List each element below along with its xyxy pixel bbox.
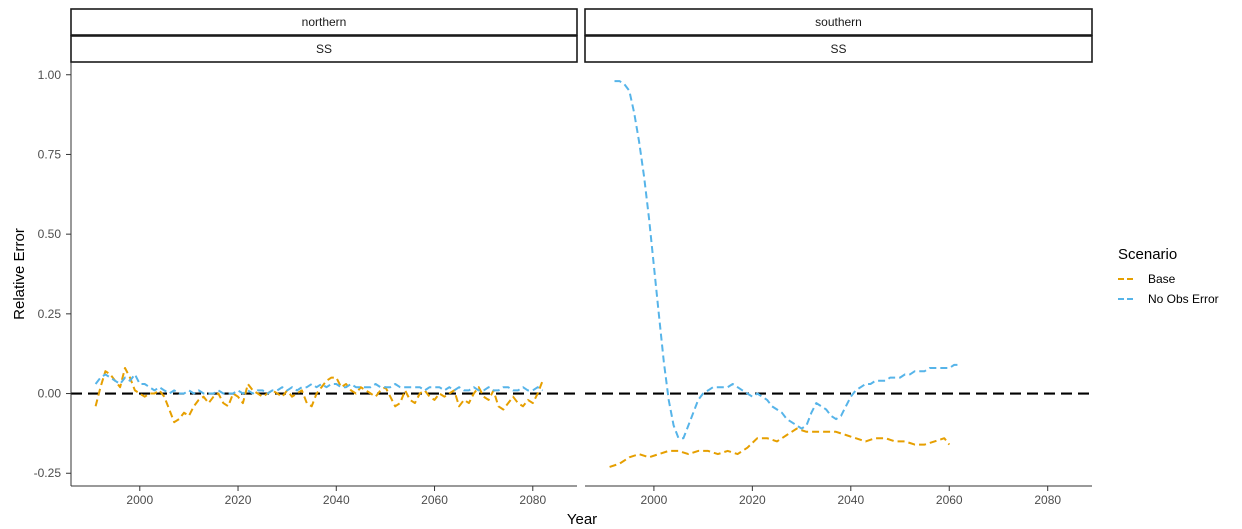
- x-tick-label: 2020: [225, 493, 252, 507]
- legend-label-base: Base: [1148, 272, 1176, 286]
- y-tick-label: 0.25: [38, 307, 62, 321]
- facet-strip-region: [70, 8, 578, 36]
- facet-strip-species: [584, 35, 1093, 63]
- x-tick-label: 2000: [126, 493, 153, 507]
- x-tick-label: 2060: [421, 493, 448, 507]
- y-tick-label: 0.00: [38, 387, 62, 401]
- facet-strip-species: [70, 35, 578, 63]
- facet-strip-region: [584, 8, 1093, 36]
- series-line-no-obs-error: [614, 80, 960, 440]
- series-line-no-obs-error: [94, 373, 544, 395]
- facet-strip-region-label: northern: [302, 15, 347, 29]
- y-tick-label: -0.25: [34, 466, 62, 480]
- x-tick-label: 2040: [837, 493, 864, 507]
- facet-strip-species-label: SS: [316, 42, 332, 56]
- x-tick-label: 2020: [739, 493, 766, 507]
- series-line-base: [609, 427, 951, 468]
- x-tick-label: 2060: [936, 493, 963, 507]
- facet-strip-region-label: southern: [815, 15, 862, 29]
- y-axis-title: Relative Error: [11, 228, 28, 320]
- x-tick-label: 2000: [641, 493, 668, 507]
- legend-title: Scenario: [1118, 246, 1177, 263]
- x-tick-label: 2040: [323, 493, 350, 507]
- y-tick-label: 0.50: [38, 227, 62, 241]
- y-tick-label: 0.75: [38, 147, 62, 161]
- legend: Scenario Base No Obs Error: [1118, 246, 1219, 306]
- y-tick-label: 1.00: [38, 68, 62, 82]
- x-tick-label: 2080: [1034, 493, 1061, 507]
- x-axis-title: Year: [567, 511, 597, 528]
- series-line-base: [94, 367, 544, 424]
- facet-strip-species-label: SS: [830, 42, 846, 56]
- legend-label-no-obs-error: No Obs Error: [1148, 292, 1219, 306]
- x-tick-label: 2080: [519, 493, 546, 507]
